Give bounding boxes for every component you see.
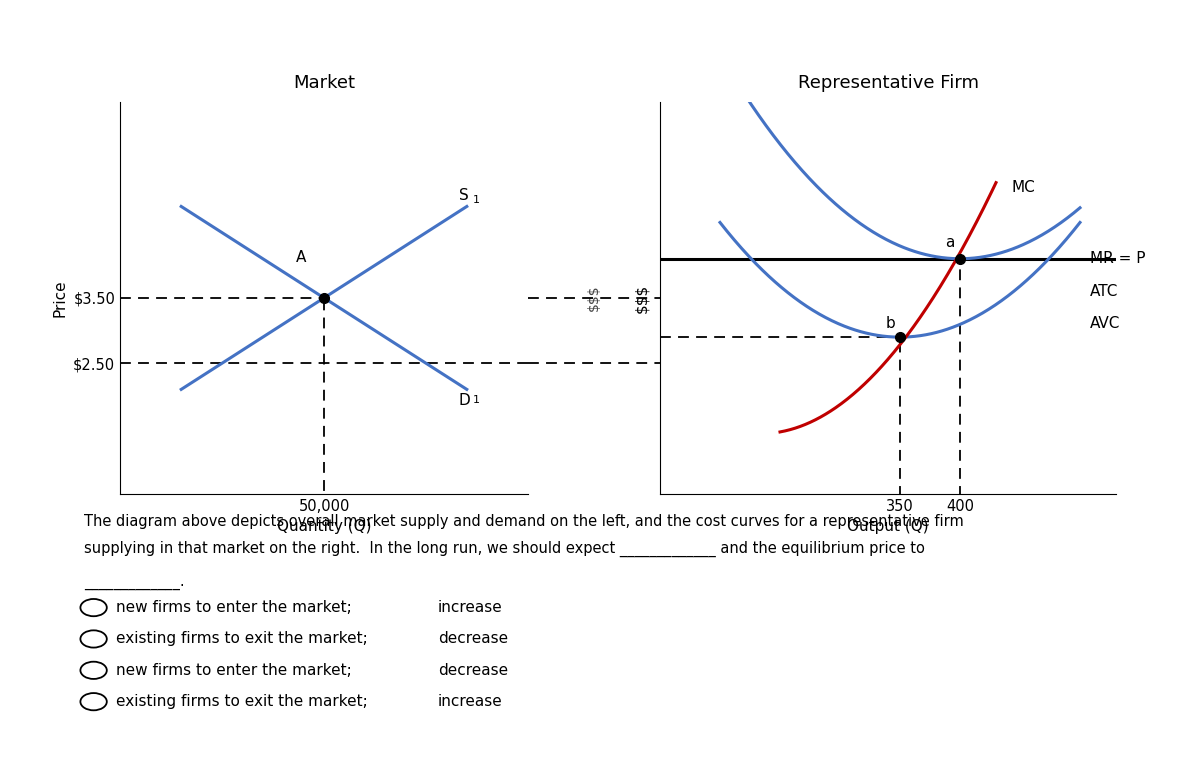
Text: A: A [295, 250, 306, 265]
Text: existing firms to exit the market;: existing firms to exit the market; [116, 631, 368, 647]
X-axis label: Output (Q): Output (Q) [847, 519, 929, 535]
Text: new firms to enter the market;: new firms to enter the market; [116, 600, 352, 615]
Text: existing firms to exit the market;: existing firms to exit the market; [116, 694, 368, 710]
Text: b: b [886, 316, 895, 331]
Text: D: D [458, 393, 470, 408]
Title: Representative Firm: Representative Firm [798, 74, 978, 92]
Text: 1: 1 [473, 394, 480, 405]
Text: new firms to enter the market;: new firms to enter the market; [116, 662, 352, 678]
Text: increase: increase [438, 600, 503, 615]
Text: a: a [946, 235, 955, 250]
Y-axis label: $$$: $$$ [635, 283, 649, 313]
Text: decrease: decrease [438, 662, 508, 678]
Text: 1: 1 [473, 195, 480, 205]
Text: decrease: decrease [438, 631, 508, 647]
Text: MC: MC [1012, 180, 1036, 195]
Text: ATC: ATC [1090, 284, 1118, 299]
Text: The diagram above depicts overall market supply and demand on the left, and the : The diagram above depicts overall market… [84, 514, 964, 528]
Text: AVC: AVC [1090, 315, 1120, 331]
Text: S: S [458, 188, 468, 203]
Y-axis label: Price: Price [53, 279, 67, 317]
Title: Market: Market [293, 74, 355, 92]
X-axis label: Quantity (Q): Quantity (Q) [277, 519, 371, 535]
Text: increase: increase [438, 694, 503, 710]
Text: supplying in that market on the right.  In the long run, we should expect ______: supplying in that market on the right. I… [84, 541, 925, 557]
Text: MR = P: MR = P [1090, 251, 1145, 267]
Text: _____________.: _____________. [84, 576, 185, 591]
Text: $$$: $$$ [587, 285, 601, 311]
